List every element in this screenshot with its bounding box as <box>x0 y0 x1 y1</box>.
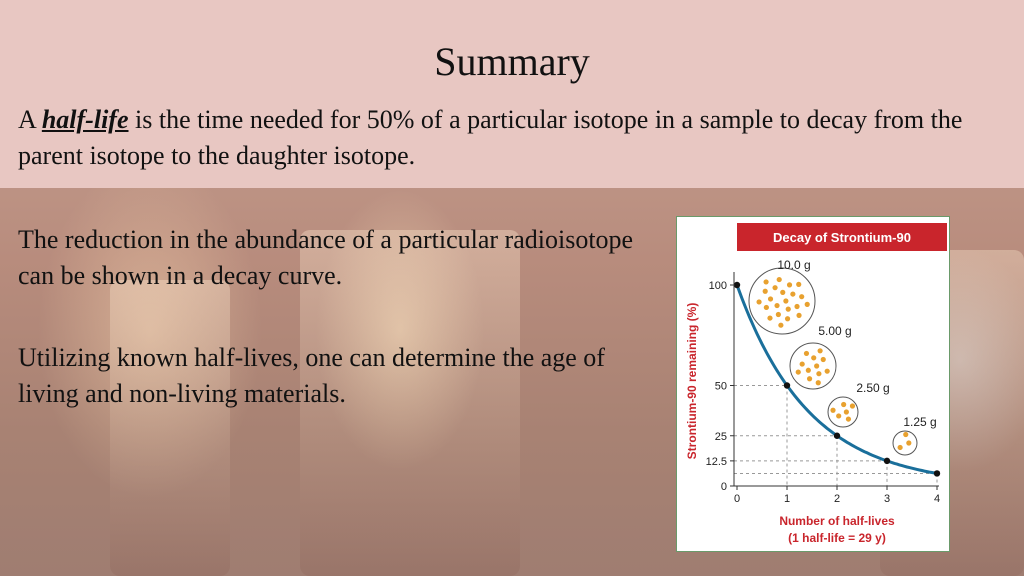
isotope-atom-dot <box>784 316 791 322</box>
data-point <box>933 470 941 477</box>
y-axis-label: Strontium-90 remaining (%) <box>685 303 699 460</box>
sample-circle <box>789 342 837 390</box>
isotope-atom-dot <box>783 298 789 304</box>
decay-curve-paragraph: The reduction in the abundance of a part… <box>18 225 634 290</box>
x-tick-label: 2 <box>834 493 840 505</box>
isotope-atom-dot <box>796 281 802 287</box>
isotope-atom-dot <box>785 306 791 312</box>
isotope-atom-dot <box>774 302 780 309</box>
x-tick-label: 1 <box>784 493 790 505</box>
isotope-atom-dot <box>897 444 903 451</box>
isotope-atom-dot <box>762 288 768 294</box>
isotope-atom-dot <box>803 350 810 357</box>
isotope-atom-dot <box>816 371 822 377</box>
decay-chart: Decay of Strontium-90 10.0 g 5.00 g 2.50 g… <box>685 223 947 545</box>
isotope-atom-dot <box>843 409 849 415</box>
isotope-atom-dot <box>790 291 796 297</box>
isotope-atom-dot <box>772 285 778 291</box>
slide-title: Summary <box>434 39 590 84</box>
isotope-atom-dot <box>849 403 856 409</box>
isotope-atom-dot <box>799 361 805 367</box>
sample-mass-label: 10.0 g <box>777 258 810 272</box>
isotope-atom-dot <box>795 369 801 375</box>
isotope-atom-dot <box>804 301 810 307</box>
isotope-atom-dot <box>786 282 793 288</box>
dating-paragraph: Utilizing known half-lives, one can dete… <box>18 343 605 408</box>
isotope-atom-dot <box>824 368 830 374</box>
sample-mass-label: 5.00 g <box>818 324 851 338</box>
decay-chart-figure: Decay of Strontium-90 10.0 g 5.00 g 2.50 g… <box>676 216 950 552</box>
isotope-atom-dot <box>780 289 786 295</box>
chart-title-banner <box>737 223 947 251</box>
isotope-atom-dot <box>906 440 912 446</box>
sample-circles: 10.0 g 5.00 g 2.50 g 1.25 g <box>748 258 937 456</box>
data-point <box>733 281 741 289</box>
isotope-atom-dot <box>796 312 802 318</box>
x-axis-sublabel: (1 half-life = 29 y) <box>788 531 886 545</box>
isotope-atom-dot <box>811 355 817 361</box>
data-points <box>733 281 941 477</box>
isotope-atom-dot <box>756 299 762 305</box>
isotope-atom-dot <box>776 276 782 283</box>
isotope-atom-dot <box>903 431 909 438</box>
isotope-atom-dot <box>794 303 800 310</box>
isotope-atom-dot <box>763 304 769 311</box>
axis-ticks: 0 12.5 25 50 100 0 1 2 3 4 <box>706 280 940 505</box>
x-axis-label: Number of half-lives <box>779 514 895 528</box>
isotope-atom-dot <box>778 322 784 328</box>
isotope-atom-dot <box>799 294 805 300</box>
y-tick-label: 12.5 <box>706 456 727 468</box>
y-tick-label: 0 <box>721 481 727 493</box>
isotope-atom-dot <box>845 416 852 422</box>
half-life-term: half-life <box>41 105 129 134</box>
isotope-atom-dot <box>836 413 842 419</box>
data-point <box>783 382 791 389</box>
y-tick-label: 50 <box>715 381 727 393</box>
title-band <box>0 0 1024 188</box>
sample-mass-label: 2.50 g <box>856 381 889 395</box>
isotope-atom-dot <box>767 315 773 321</box>
chart-guides <box>734 385 938 486</box>
isotope-atom-dot <box>805 367 811 373</box>
isotope-atom-dot <box>820 356 826 363</box>
x-tick-label: 4 <box>934 493 940 505</box>
x-tick-label: 3 <box>884 493 890 505</box>
background-glass-center <box>300 230 520 576</box>
isotope-atom-dot <box>775 311 781 318</box>
definition-text: is the time needed for 50% of a particul… <box>18 105 963 170</box>
sample-mass-label: 1.25 g <box>903 415 936 429</box>
isotope-atom-dot <box>814 363 820 369</box>
definition-prefix: A <box>18 105 42 134</box>
isotope-atom-dot <box>817 348 823 354</box>
chart-title: Decay of Strontium-90 <box>773 230 911 245</box>
data-point <box>833 432 841 439</box>
background-glass-left <box>110 280 230 576</box>
isotope-atom-dot <box>806 376 813 382</box>
data-point <box>883 457 891 465</box>
isotope-atom-dot <box>815 380 821 386</box>
isotope-atom-dot <box>767 296 774 302</box>
half-life-definition: A half-life is the time needed for 50% o… <box>18 102 1008 174</box>
y-tick-label: 100 <box>709 280 727 292</box>
isotope-atom-dot <box>841 401 847 408</box>
x-tick-label: 0 <box>734 493 740 505</box>
isotope-atom-dot <box>763 279 769 285</box>
y-tick-label: 25 <box>715 431 727 443</box>
isotope-atom-dot <box>830 407 836 413</box>
